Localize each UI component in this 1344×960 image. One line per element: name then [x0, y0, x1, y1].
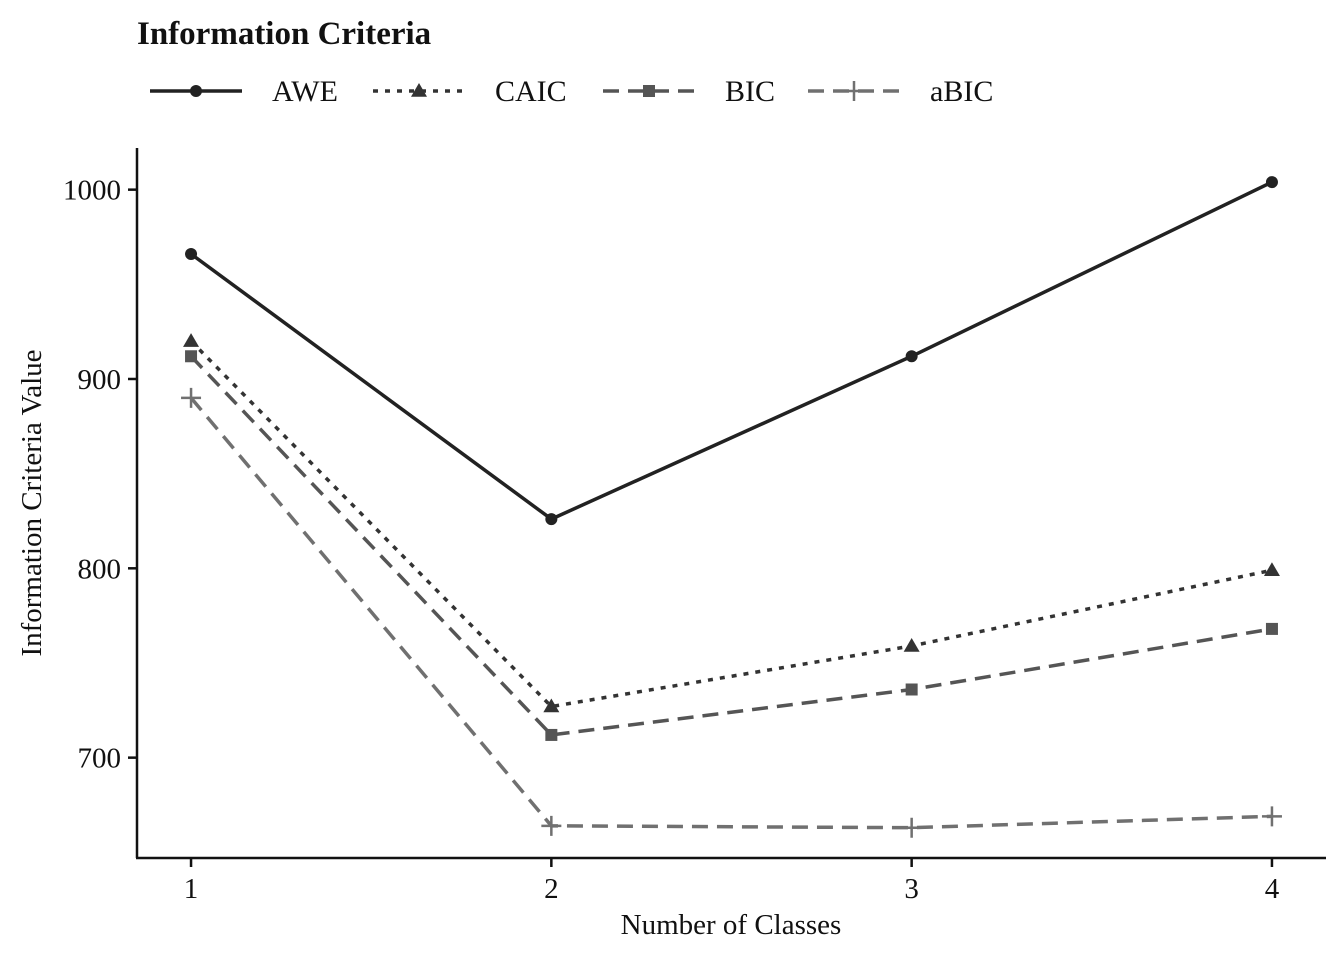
data-point-caic: [1263, 562, 1280, 576]
x-tick-label: 3: [904, 873, 919, 905]
data-point-abic: [901, 817, 922, 838]
y-tick-label: 1000: [63, 175, 121, 207]
series-line-awe: [190, 180, 1273, 521]
data-point-awe: [1265, 176, 1278, 189]
axes: [135, 148, 1326, 860]
x-axis-title: Number of Classes: [621, 909, 842, 941]
x-tick-label: 4: [1265, 873, 1280, 905]
y-tick-label: 900: [78, 364, 122, 396]
series-line-abic: [189, 396, 1273, 830]
legend-item-bic: BIC: [603, 75, 775, 108]
series-bic: [185, 350, 1278, 741]
legend-label: BIC: [725, 75, 775, 108]
data-point-abic: [1261, 806, 1282, 827]
x-tick-label: 2: [544, 873, 559, 905]
legend: AWE CAIC BIC aBIC: [150, 75, 993, 108]
series-line-caic: [189, 339, 1273, 709]
legend-key-marker: [844, 81, 864, 101]
data-point-bic: [545, 728, 558, 741]
ticks: 1 2 3 4 700 800 900 1000: [63, 175, 1280, 905]
legend-item-caic: CAIC: [373, 75, 567, 108]
data-point-awe: [905, 350, 918, 363]
plot-area: [181, 176, 1282, 838]
series-line-bic: [189, 355, 1273, 737]
legend-key-marker: [643, 85, 655, 97]
legend-key-marker: [190, 85, 202, 97]
legend-label: CAIC: [495, 75, 567, 108]
data-point-abic: [541, 815, 562, 836]
legend-item-awe: AWE: [150, 75, 338, 108]
x-tick-label: 1: [184, 873, 199, 905]
data-point-caic: [903, 637, 920, 652]
y-tick-label: 700: [78, 743, 122, 775]
data-point-awe: [185, 248, 198, 261]
legend-label: AWE: [272, 75, 338, 108]
legend-item-abic: aBIC: [808, 75, 993, 108]
series-awe: [185, 176, 1278, 526]
data-point-bic: [185, 350, 198, 363]
y-axis-title: Information Criteria Value: [16, 349, 48, 656]
data-point-bic: [1265, 622, 1278, 635]
data-point-awe: [545, 513, 558, 526]
data-point-caic: [183, 333, 200, 347]
data-point-bic: [905, 683, 918, 696]
chart-title: Information Criteria: [137, 16, 431, 52]
y-tick-label: 800: [78, 553, 122, 585]
data-point-caic: [543, 698, 560, 713]
series-caic: [183, 333, 1280, 713]
data-point-abic: [181, 387, 202, 408]
legend-label: aBIC: [930, 75, 993, 108]
legend-key-marker: [411, 83, 427, 97]
series-abic: [181, 387, 1282, 838]
